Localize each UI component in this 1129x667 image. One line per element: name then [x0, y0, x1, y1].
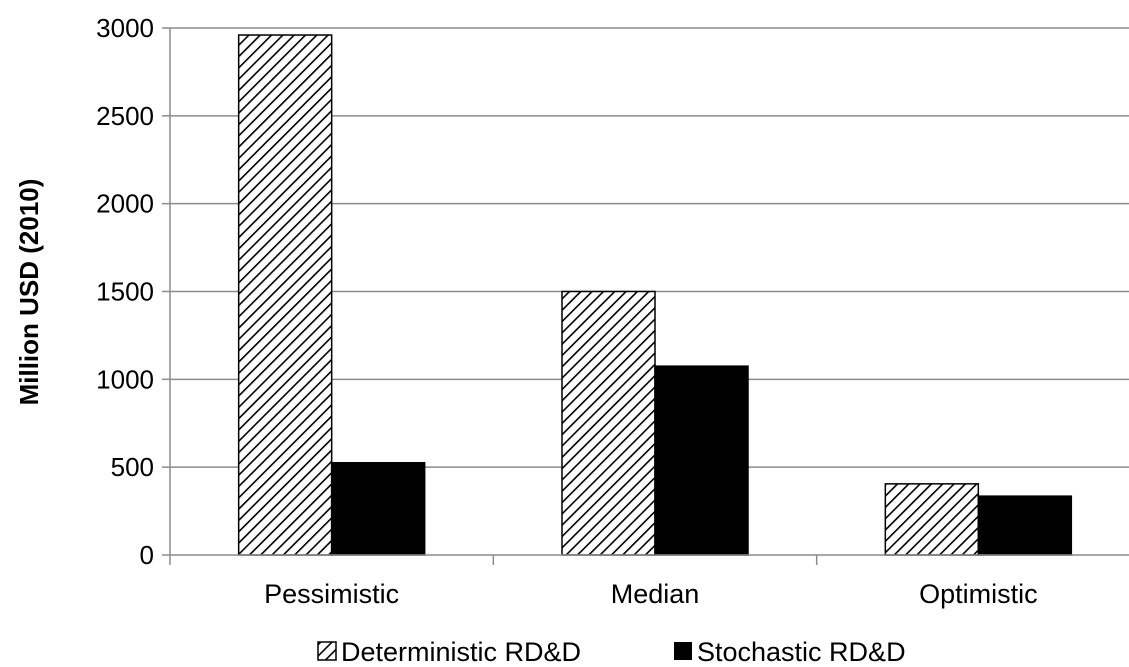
- legend: Deterministic RD&D Stochastic RD&D: [317, 637, 906, 667]
- bar-deterministic: [884, 483, 980, 556]
- x-tick-label: Pessimistic: [264, 579, 399, 609]
- legend-swatch-stochastic: [674, 642, 692, 660]
- y-axis-label: Million USD (2010): [14, 179, 44, 406]
- bar-deterministic: [561, 290, 656, 556]
- y-tick-labels: 0 500 1000 1500 2000 2500 3000: [96, 13, 154, 570]
- bar-stochastic: [977, 495, 1073, 556]
- y-tick-label: 3000: [96, 13, 154, 43]
- bar-deterministic: [237, 34, 333, 556]
- legend-label-stochastic: Stochastic RD&D: [697, 637, 906, 667]
- y-tick-label: 1500: [96, 277, 154, 307]
- y-tick-label: 0: [140, 540, 154, 570]
- bar-stochastic: [330, 462, 426, 556]
- x-tick-label: Optimistic: [919, 579, 1038, 609]
- axes: [162, 27, 1129, 565]
- legend-label-deterministic: Deterministic RD&D: [341, 637, 581, 667]
- bars: [237, 34, 1073, 556]
- y-tick-label: 2500: [96, 101, 154, 131]
- y-tick-label: 2000: [96, 189, 154, 219]
- y-tick-label: 1000: [96, 364, 154, 394]
- y-tick-label: 500: [111, 452, 154, 482]
- legend-swatch-deterministic: [317, 641, 337, 661]
- x-tick-labels: Pessimistic Median Optimistic: [264, 579, 1037, 609]
- bar-stochastic: [654, 365, 749, 556]
- x-tick-label: Median: [611, 579, 700, 609]
